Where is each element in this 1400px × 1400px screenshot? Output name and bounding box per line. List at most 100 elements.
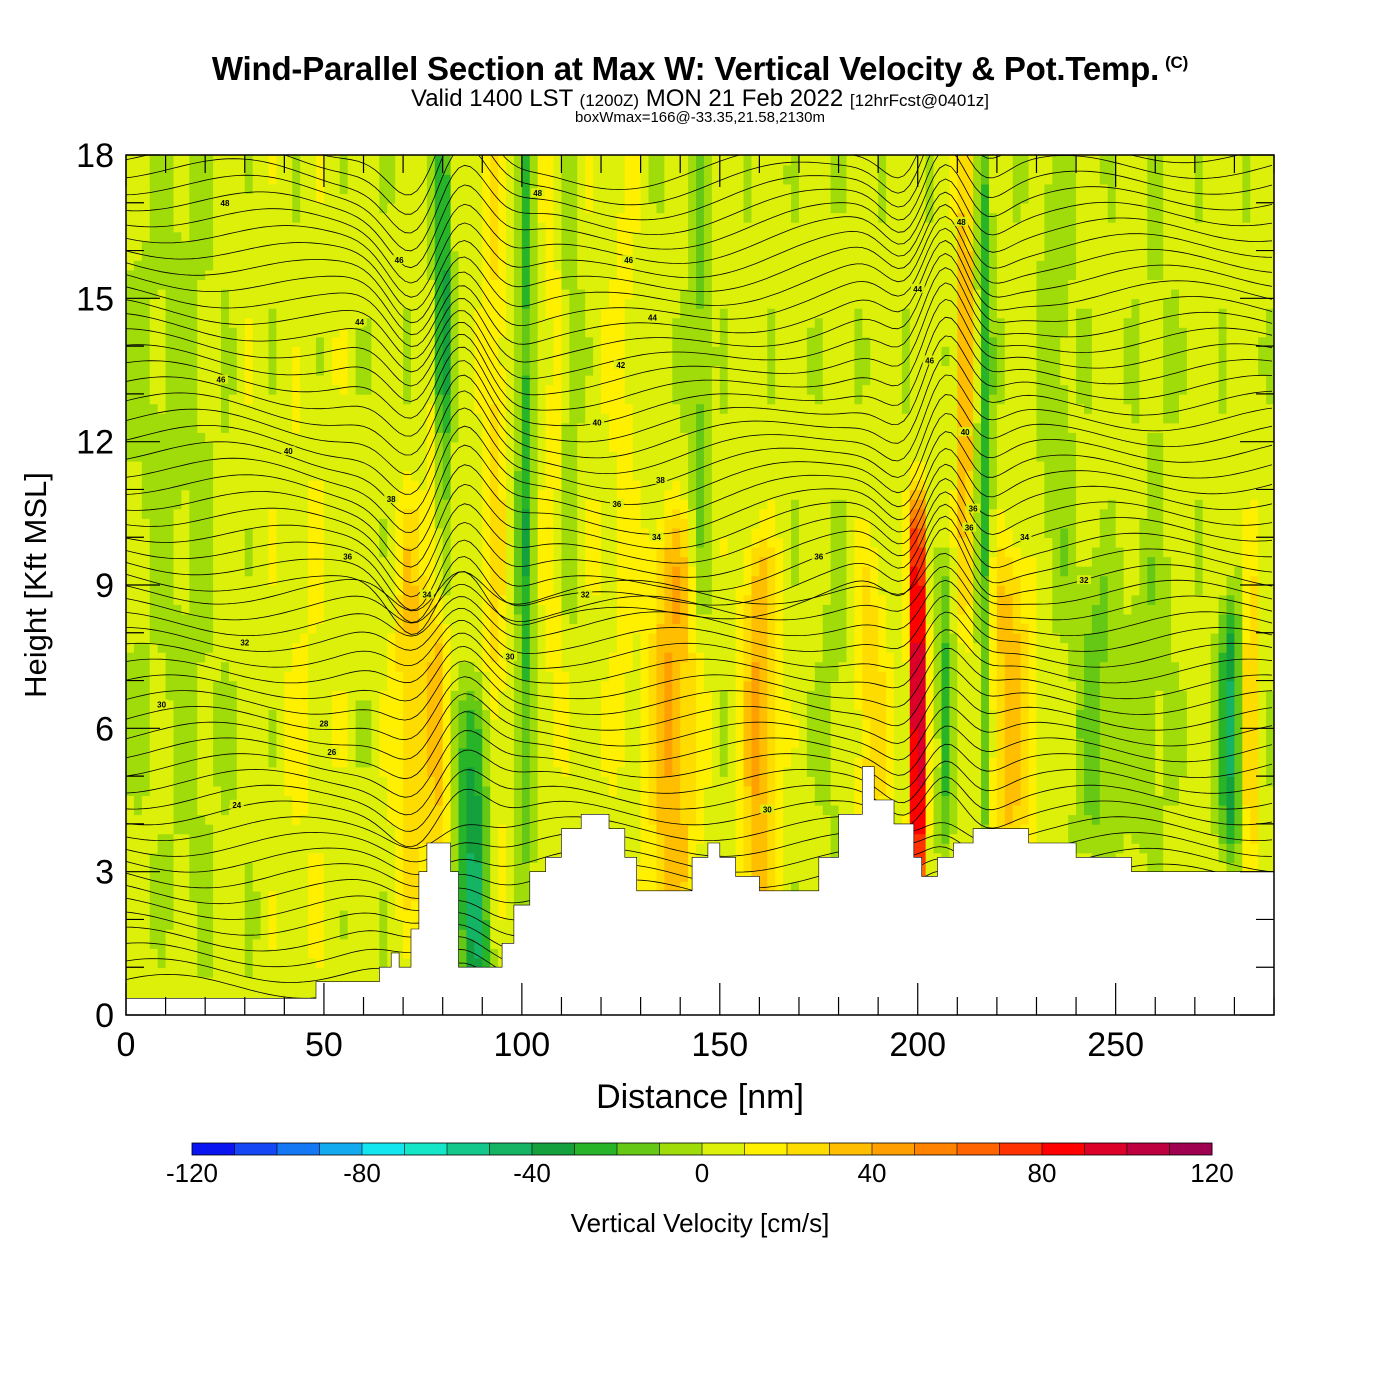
velocity-cell	[403, 269, 412, 281]
velocity-cell	[126, 661, 135, 672]
velocity-cell	[252, 881, 262, 892]
velocity-cell	[181, 843, 191, 854]
velocity-cell	[513, 556, 523, 567]
velocity-cell	[490, 174, 499, 185]
velocity-cell	[141, 776, 151, 787]
velocity-cell	[363, 651, 373, 663]
velocity-cell	[537, 728, 547, 739]
velocity-cell	[133, 460, 143, 472]
velocity-cell	[458, 260, 468, 271]
velocity-cell	[355, 269, 365, 281]
velocity-cell	[149, 250, 159, 261]
velocity-cell	[403, 298, 412, 309]
velocity-cell	[339, 604, 349, 615]
velocity-cell	[529, 852, 539, 863]
velocity-cell	[157, 432, 167, 443]
velocity-cell	[141, 613, 151, 625]
velocity-cell	[442, 231, 452, 242]
velocity-cell	[141, 871, 151, 883]
velocity-cell	[323, 957, 333, 969]
velocity-cell	[371, 183, 381, 195]
velocity-cell	[387, 508, 396, 519]
velocity-cell	[450, 718, 460, 730]
velocity-cell	[466, 632, 476, 644]
velocity-cell	[379, 260, 389, 271]
velocity-cell	[268, 785, 278, 797]
velocity-cell	[197, 709, 206, 720]
velocity-cell	[553, 671, 563, 682]
velocity-cell	[355, 393, 365, 405]
velocity-cell	[498, 881, 507, 892]
velocity-cell	[537, 661, 547, 672]
velocity-cell	[474, 422, 484, 433]
velocity-cell	[474, 737, 484, 749]
velocity-cell	[268, 881, 278, 892]
velocity-cell	[521, 422, 531, 433]
velocity-cell	[474, 537, 484, 548]
velocity-cell	[173, 795, 183, 806]
velocity-cell	[316, 470, 325, 481]
velocity-cell	[133, 307, 143, 319]
velocity-cell	[434, 699, 444, 711]
velocity-cell	[189, 479, 199, 491]
velocity-cell	[466, 900, 476, 911]
velocity-cell	[482, 212, 491, 223]
velocity-cell	[521, 374, 531, 386]
velocity-cell	[339, 747, 349, 758]
velocity-cell	[133, 900, 143, 911]
velocity-cell	[371, 604, 381, 615]
velocity-cell	[521, 183, 531, 195]
velocity-cell	[458, 671, 468, 682]
velocity-cell	[165, 155, 175, 166]
velocity-cell	[537, 307, 547, 319]
velocity-cell	[157, 413, 167, 424]
velocity-cell	[426, 336, 436, 347]
velocity-cell	[141, 986, 151, 997]
velocity-cell	[403, 327, 412, 338]
velocity-cell	[379, 336, 389, 347]
velocity-cell	[205, 432, 214, 443]
velocity-cell	[252, 288, 262, 300]
velocity-cell	[276, 336, 286, 347]
velocity-cell	[474, 890, 484, 902]
velocity-cell	[331, 499, 341, 510]
velocity-cell	[157, 862, 167, 873]
velocity-cell	[411, 298, 420, 309]
velocity-cell	[482, 403, 491, 414]
velocity-cell	[434, 241, 444, 252]
velocity-cell	[157, 661, 167, 672]
velocity-cell	[442, 537, 452, 548]
velocity-cell	[228, 441, 238, 453]
velocity-cell	[323, 565, 333, 577]
velocity-cell	[482, 594, 491, 605]
velocity-cell	[276, 680, 286, 691]
velocity-cell	[292, 403, 301, 414]
velocity-cell	[482, 814, 491, 825]
velocity-cell	[529, 307, 539, 319]
velocity-cell	[268, 632, 278, 644]
velocity-cell	[355, 766, 365, 777]
velocity-cell	[418, 460, 428, 472]
velocity-cell	[205, 890, 214, 902]
velocity-cell	[213, 269, 222, 281]
velocity-cell	[268, 451, 278, 462]
velocity-cell	[387, 537, 396, 548]
velocity-cell	[379, 651, 389, 663]
velocity-cell	[308, 212, 317, 223]
velocity-cell	[537, 757, 547, 768]
velocity-cell	[371, 757, 381, 768]
velocity-cell	[411, 174, 420, 185]
velocity-cell	[181, 747, 191, 758]
velocity-cell	[308, 890, 317, 902]
velocity-cell	[411, 852, 420, 863]
velocity-cell	[418, 556, 428, 567]
velocity-cell	[466, 728, 476, 739]
velocity-cell	[260, 317, 270, 328]
velocity-cell	[537, 565, 547, 577]
velocity-cell	[316, 355, 325, 367]
velocity-cell	[205, 814, 214, 825]
velocity-cell	[157, 651, 167, 663]
velocity-cell	[347, 632, 357, 644]
velocity-cell	[355, 298, 365, 309]
velocity-cell	[284, 346, 294, 357]
